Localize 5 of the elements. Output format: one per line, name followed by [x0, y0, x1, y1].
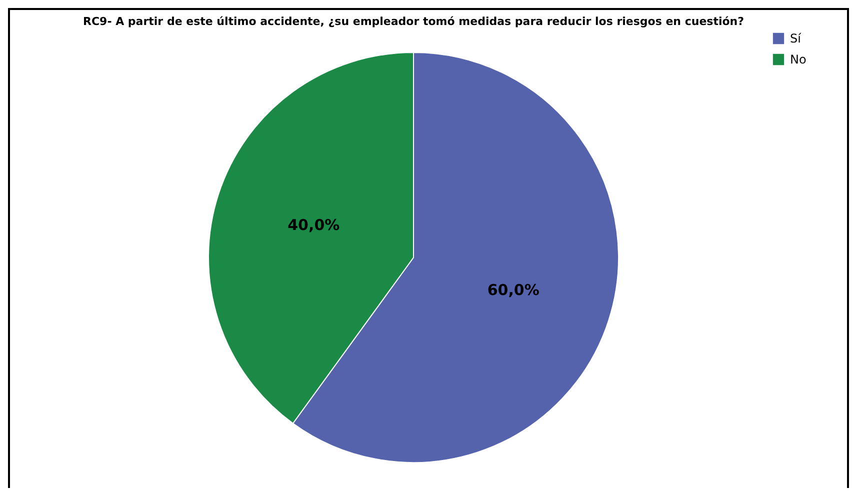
- data-label: 40,0%: [288, 216, 340, 234]
- legend-label: Sí: [790, 32, 802, 46]
- data-label: 60,0%: [487, 280, 540, 299]
- legend-label: No: [790, 52, 806, 66]
- chart-title: RC9- A partir de este último accidente, ¿su empleador tomó medidas para reducir los riesgos en cuestión?: [83, 15, 744, 28]
